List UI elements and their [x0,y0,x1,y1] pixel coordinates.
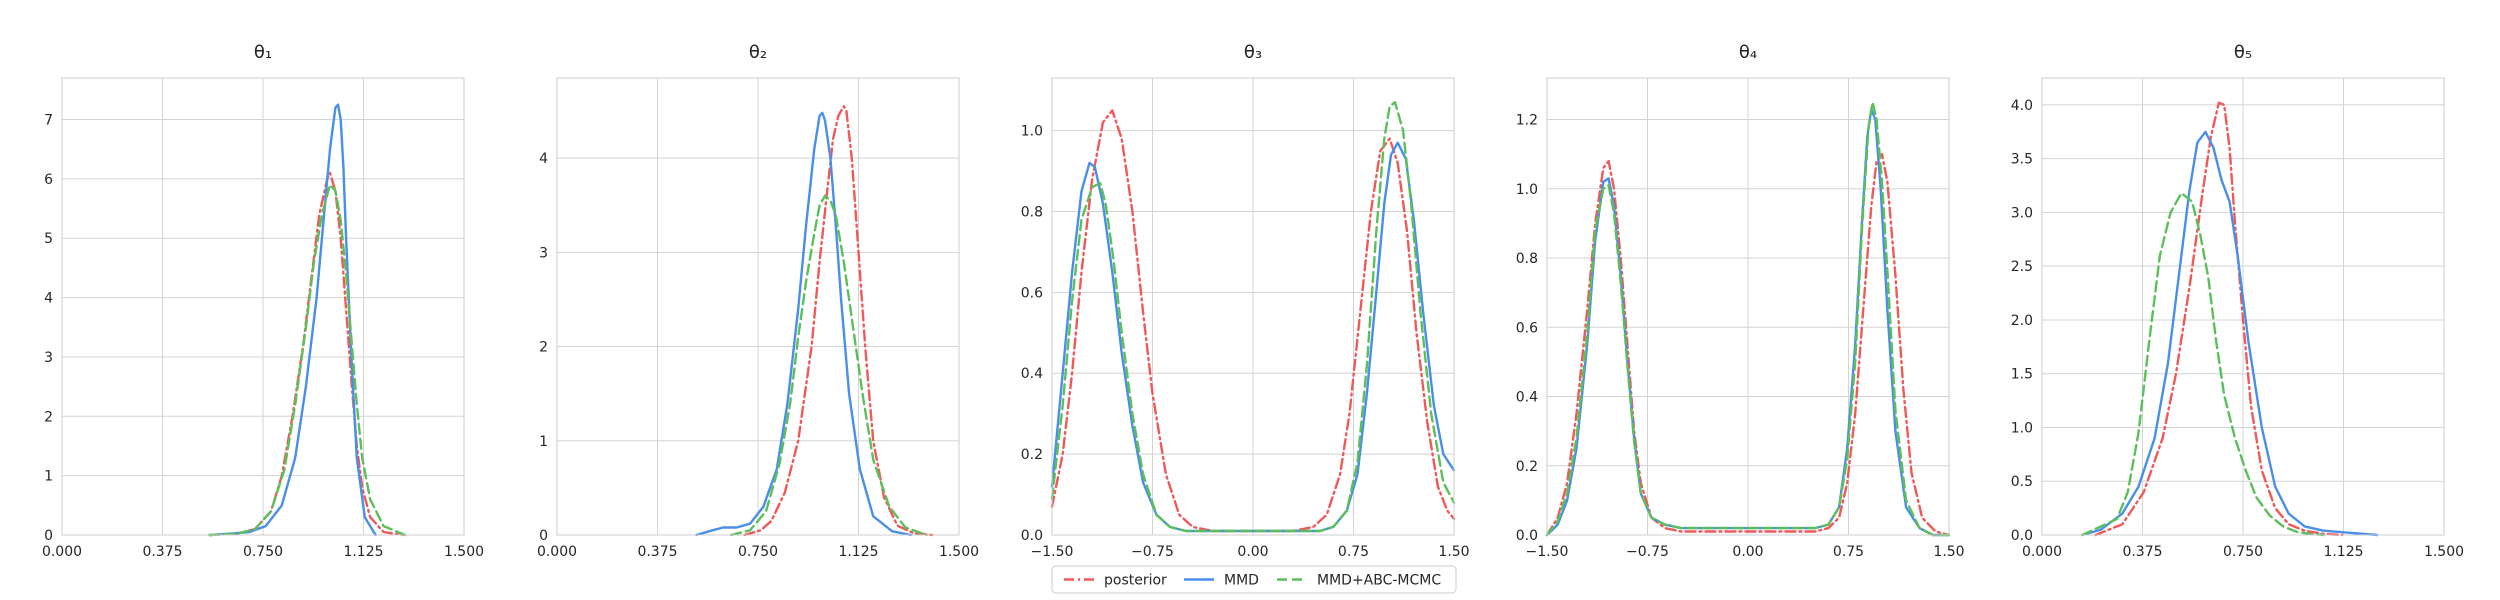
y-tick-label: 0.0 [1021,528,1043,544]
series-line-mmd-abc-mcmc [730,194,928,537]
x-tick-label: 1.125 [2323,544,2363,560]
y-tick-label: 6 [44,172,53,188]
y-tick-label: 1.5 [2011,367,2033,383]
x-tick-label: 1.500 [939,544,979,560]
x-tick-label: −0.75 [1131,544,1174,560]
y-tick-label: 0.2 [1516,459,1538,475]
y-tick-label: 4.0 [2011,98,2033,114]
plot-frame [2041,77,2445,536]
x-tick-label: 0.000 [537,544,577,560]
legend-item-mmd-abc-mcmc: MMD+ABC-MCMC [1277,573,1441,589]
panel-title: θ₅ [2234,42,2252,63]
x-tick-label: 1.125 [838,544,878,560]
x-tick-label: 0.75 [1833,544,1864,560]
y-tick-label: 0 [44,528,53,544]
x-tick-label: −1.50 [1526,544,1569,560]
y-tick-label: 1.0 [1516,182,1538,198]
x-tick-label: 0.000 [42,544,82,560]
y-tick-label: 0.5 [2011,474,2033,490]
x-tick-label: 0.00 [1237,544,1268,560]
panel-theta-2: 0.000 0.375 0.750 1.125 1.500 0 1 2 3 4 θ₂ [537,42,979,560]
panels: 0.000 0.375 0.750 1.125 1.50001234567θ₁0.000… [42,42,2464,560]
y-tick-label: 4 [539,151,548,167]
panel-theta-5: 0.000 0.375 0.750 1.125 1.500 0.0 0.5 1.0 1.5 2.0… [2011,42,2464,560]
legend-item-mmd: MMD [1184,573,1259,589]
plot-frame [556,77,960,536]
y-tick-label: 0.8 [1516,251,1538,267]
y-tick-label: 0.6 [1021,285,1043,301]
y-tick-label: 3.0 [2011,205,2033,221]
x-tick-label: 0.750 [738,544,778,560]
series-line-mmd-abc-mcmc [2081,191,2325,537]
y-tick-label: 0.6 [1516,320,1538,336]
y-tick-label: 3 [44,350,53,366]
legend-label: posterior [1104,573,1167,589]
x-tick-label: 0.000 [2022,544,2062,560]
panel-title: θ₃ [1244,42,1262,63]
x-tick-label: −1.50 [1031,544,1074,560]
series-line-mmd-abc-mcmc [1545,101,1951,537]
x-tick-label: −0.75 [1626,544,1669,560]
panel-theta-3: −1.50 −0.75 0.00 0.75 1.50 0.0 0.2 0.4 0.6 0.8 1.0… [1021,42,1470,560]
x-tick-label: 0.375 [2122,544,2162,560]
series-line-mmd-abc-mcmc [208,183,407,537]
legend-label: MMD+ABC-MCMC [1317,573,1441,589]
series-line-mmd [695,111,912,537]
y-tick-label: 2.5 [2011,259,2033,275]
panel-title: θ₁ [254,42,272,63]
x-tick-label: 0.750 [243,544,283,560]
y-tick-label: 0 [539,528,548,544]
y-tick-label: 3 [539,245,548,261]
legend-item-posterior: posterior [1064,573,1167,589]
y-tick-label: 2 [539,340,548,356]
x-tick-label: 1.500 [2424,544,2464,560]
x-tick-label: 1.50 [1438,544,1469,560]
y-tick-label: 7 [44,113,53,129]
legend: posterior MMD MMD+ABC-MCMC [1051,565,1457,594]
y-tick-label: 4 [44,291,53,307]
y-tick-label: 1.0 [1021,124,1043,140]
x-tick-label: 0.375 [637,544,677,560]
y-tick-label: 0.0 [2011,528,2033,544]
y-tick-label: 0.0 [1516,528,1538,544]
panel-theta-1: 0.000 0.375 0.750 1.125 1.500 0 1 2 3 4 5 6 7 θ₁ [42,42,484,560]
series-line-posterior [2094,101,2344,537]
y-tick-label: 0.2 [1021,447,1043,463]
y-tick-label: 1.2 [1516,113,1538,129]
y-tick-label: 3.5 [2011,152,2033,168]
x-tick-label: 1.500 [444,544,484,560]
x-tick-label: 0.00 [1732,544,1763,560]
panel-theta-4: −1.50 −0.75 0.00 0.75 1.50 0.0 0.2 0.4 0.6 0.8 1.0… [1516,42,1965,560]
panel-title: θ₂ [749,42,767,63]
y-tick-label: 1 [44,469,53,485]
x-tick-label: 1.125 [343,544,383,560]
legend-box [1051,565,1457,594]
y-tick-label: 2 [44,409,53,425]
legend-label: MMD [1224,573,1259,589]
series-line-mmd [208,103,377,537]
series-line-mmd-abc-mcmc [1050,101,1456,533]
y-tick-label: 0.8 [1021,204,1043,220]
y-tick-label: 5 [44,231,53,247]
series-line-posterior [743,105,934,537]
x-tick-label: 0.75 [1338,544,1369,560]
y-tick-label: 0.4 [1516,390,1538,406]
plot-frame [1051,77,1455,536]
series-line-mmd [2081,130,2379,537]
panel-title: θ₄ [1739,42,1757,63]
y-tick-label: 1 [539,434,548,450]
y-tick-label: 2.0 [2011,313,2033,329]
series-line-posterior [1545,153,1951,537]
x-tick-label: 0.750 [2223,544,2263,560]
y-tick-label: 0.4 [1021,366,1043,382]
x-tick-label: 1.50 [1933,544,1964,560]
plot-frame [61,77,465,536]
plot-frame [1546,77,1950,536]
y-tick-label: 1.0 [2011,420,2033,436]
x-tick-label: 0.375 [142,544,182,560]
